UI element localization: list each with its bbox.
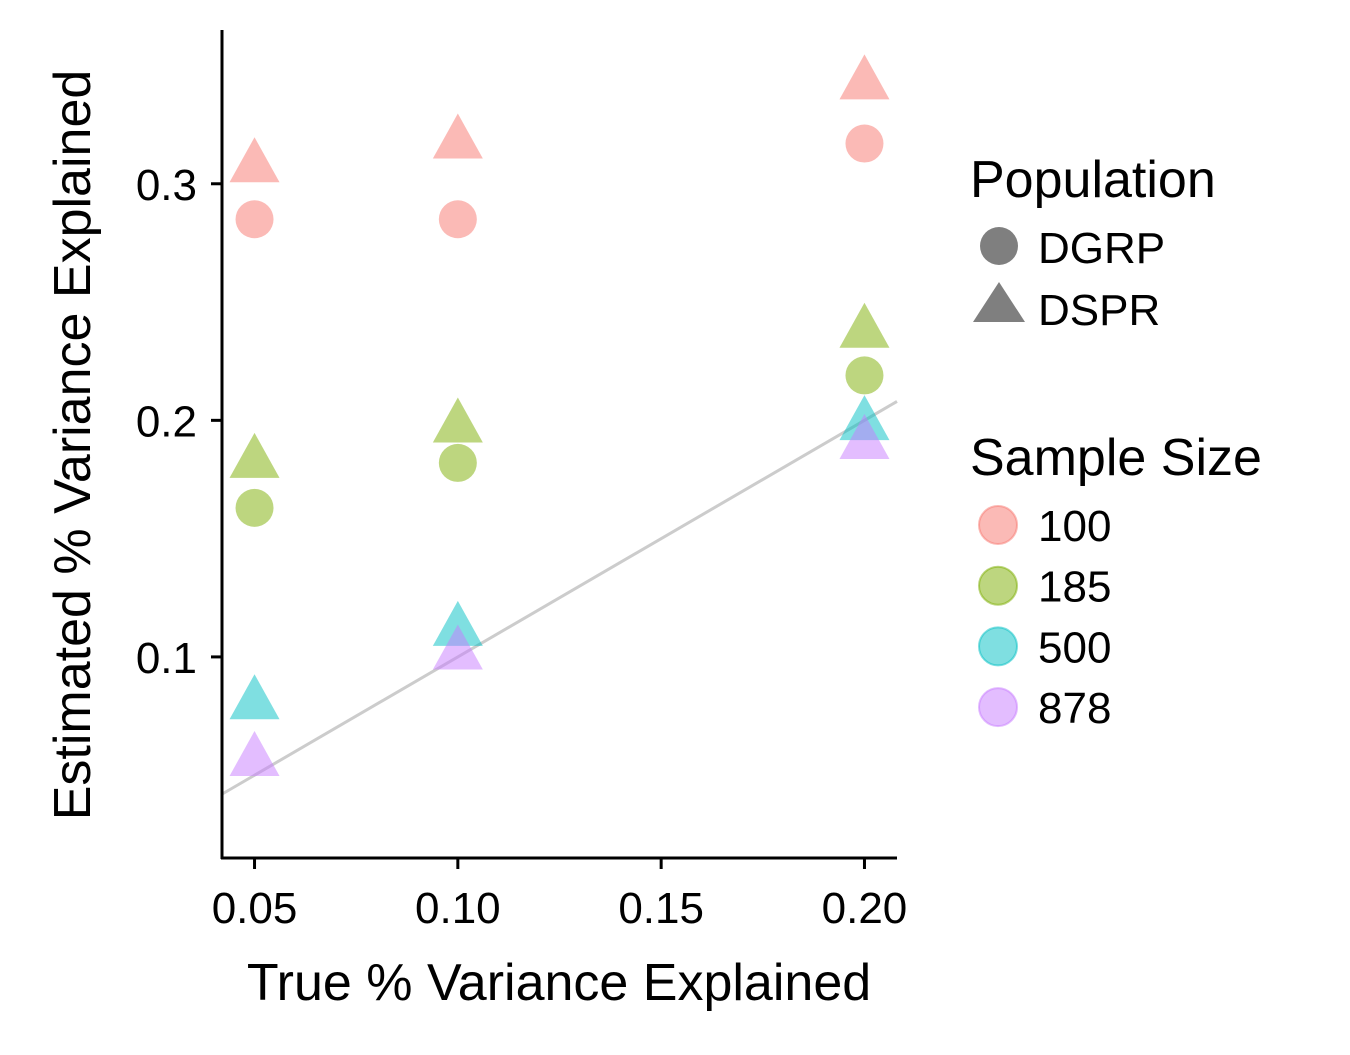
legend-circle-icon <box>980 227 1018 265</box>
y-tick-label: 0.3 <box>136 161 197 210</box>
legend-sample-size: Sample Size 100 185 500 878 <box>970 429 1262 733</box>
y-tick-label: 0.1 <box>136 634 197 683</box>
data-point-dspr-878 <box>229 731 280 777</box>
x-tick-label: 0.10 <box>415 884 501 933</box>
data-point-dgrp-185 <box>235 488 274 527</box>
data-point-dgrp-100 <box>438 200 477 239</box>
x-tick-label: 0.15 <box>618 884 704 933</box>
data-point-dspr-100 <box>229 137 280 183</box>
data-point-dspr-878 <box>839 414 890 459</box>
legend-sample-size-label: 878 <box>1038 684 1111 733</box>
data-point-dspr-100 <box>839 54 890 100</box>
legend-sample-size-label: 185 <box>1038 563 1111 612</box>
ticks-layer: 0.05 0.10 0.15 0.20 0.1 0.2 0.3 <box>136 161 907 933</box>
legend-sample-size-label: 500 <box>1038 623 1111 672</box>
x-tick-label: 0.05 <box>212 884 298 933</box>
x-tick-label: 0.20 <box>822 884 908 933</box>
data-point-dspr-185 <box>839 302 890 348</box>
y-tick-label: 0.2 <box>136 397 197 446</box>
legend-key-185-icon <box>978 565 1018 606</box>
data-point-dspr-500 <box>432 600 483 646</box>
data-point-dspr-185 <box>229 432 280 478</box>
reference-line-layer <box>221 400 898 796</box>
legend-key-100-icon <box>978 505 1018 545</box>
legend-sample-size-label: 100 <box>1038 502 1111 551</box>
data-point-dspr-500 <box>229 674 280 720</box>
data-point-dgrp-100 <box>235 200 274 239</box>
data-point-dspr-185 <box>432 397 483 443</box>
legend-population-label-dgrp: DGRP <box>1038 224 1165 273</box>
data-points-layer <box>229 54 890 777</box>
legend-key-500-icon <box>978 626 1018 667</box>
data-point-dgrp-185 <box>845 356 884 395</box>
legend-population: Population DGRP DSPR <box>970 151 1216 335</box>
y-axis-title: Estimated % Variance Explained <box>44 70 102 821</box>
legend-key-878-icon <box>978 687 1018 728</box>
reference-line <box>221 400 898 796</box>
legend-sample-size-title: Sample Size <box>970 429 1262 487</box>
data-point-dspr-878 <box>432 624 483 670</box>
data-point-dgrp-100 <box>845 124 884 163</box>
legend-population-title: Population <box>970 151 1216 209</box>
legend-triangle-icon <box>973 282 1025 322</box>
x-axis-title: True % Variance Explained <box>247 954 871 1012</box>
data-point-dgrp-185 <box>438 443 477 482</box>
legend-population-label-dspr: DSPR <box>1038 286 1160 335</box>
data-point-dspr-100 <box>432 113 483 159</box>
axes-layer <box>220 30 897 860</box>
